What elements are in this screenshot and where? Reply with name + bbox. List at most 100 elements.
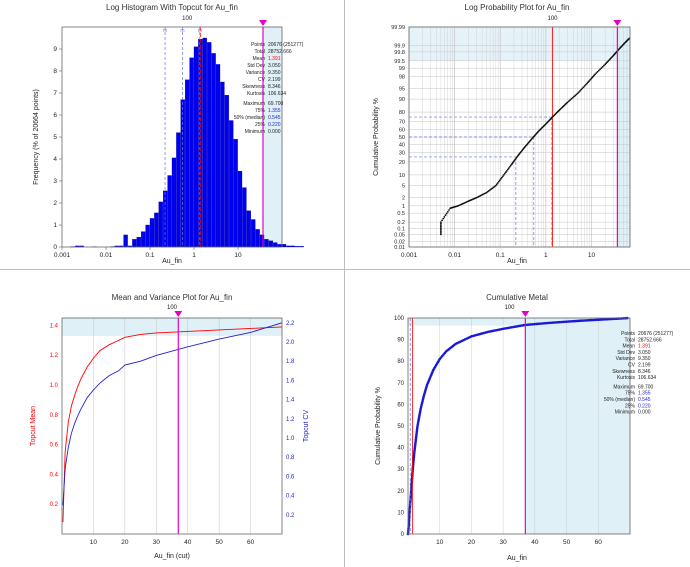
y-tick-label: 99.99 (391, 25, 405, 31)
y2-tick-label: 1.4 (286, 398, 295, 404)
y-tick-label: 0.6 (50, 443, 59, 449)
y-tick-label: 0 (53, 244, 57, 251)
stat-label: Minimum (245, 129, 265, 135)
histogram-bar (154, 212, 159, 248)
stat-value: 2.199 (268, 77, 281, 83)
x-tick-label: 20 (121, 539, 129, 546)
y-tick-label: 1.0 (50, 383, 59, 389)
probability-point (502, 174, 505, 176)
y-tick-label: 40 (397, 446, 404, 452)
y-tick-label: 7 (53, 90, 57, 97)
probability-point (500, 176, 503, 179)
stat-value: 0.545 (638, 397, 651, 403)
quartile-marker-letter: m (198, 28, 202, 34)
x-tick-label: 30 (153, 539, 161, 546)
stat-label: Mean (252, 56, 265, 62)
histogram-bar (189, 57, 194, 248)
stat-label: Mean (622, 344, 635, 350)
stat-label: CV (258, 77, 266, 83)
probability-point (509, 164, 512, 167)
x-tick-label: 1 (544, 252, 548, 259)
log-probability-panel: 0.01 0.02 0.05 0.1 0.2 0.5 1 2 5 10 20 30 40 50 60 70 80… (345, 0, 690, 270)
probability-point (439, 231, 442, 234)
stat-value: 3.050 (268, 63, 281, 69)
x-tick-label: 50 (216, 539, 224, 546)
probability-point (575, 93, 578, 96)
probability-point (577, 91, 580, 94)
topcut-label: 100 (504, 305, 515, 311)
probability-point (504, 171, 507, 174)
probability-point (445, 212, 448, 215)
y-tick-label: 5 (402, 184, 405, 190)
y-tick-label: 10 (399, 173, 405, 179)
histogram-bar (185, 79, 190, 248)
stat-label: Total (254, 49, 265, 55)
stat-value: 1.391 (638, 344, 651, 350)
x-axis-label: Au_fin (507, 258, 527, 265)
y-tick-label: 0.2 (397, 220, 405, 226)
probability-point (439, 224, 442, 227)
probability-point (579, 89, 581, 92)
stat-value: 0.220 (268, 122, 281, 128)
chart-title: Log Histogram With Topcut for Au_fin (106, 3, 238, 12)
y-tick-label: 99 (399, 66, 405, 72)
y-tick-label: 30 (397, 467, 404, 473)
histogram-bar (242, 187, 247, 248)
histogram-bar (207, 42, 212, 248)
y-tick-label: 20 (399, 160, 405, 166)
histogram-bar (123, 234, 128, 248)
probability-point (573, 95, 575, 98)
y2-tick-label: 1.0 (286, 436, 295, 442)
stat-label: 75% (255, 108, 266, 114)
topcut-marker (613, 20, 622, 26)
histogram-bar (211, 53, 216, 248)
topcut-label: 100 (182, 16, 193, 22)
y-tick-label: 0 (401, 532, 405, 538)
stat-label: Variance (616, 356, 636, 362)
chart-title: Mean and Variance Plot for Au_fin (112, 293, 233, 302)
x-tick-label: 10 (436, 539, 444, 546)
probability-point (448, 209, 450, 211)
x-tick-label: 0.1 (145, 252, 154, 259)
probability-point (499, 178, 502, 180)
x-tick-label: 40 (184, 539, 192, 546)
probability-point (439, 225, 442, 228)
stat-label: Maximum (243, 101, 265, 107)
probability-point (601, 65, 604, 68)
stat-label: Std Dev (617, 350, 635, 356)
y-tick-label: 100 (394, 316, 405, 322)
probability-point (439, 222, 442, 225)
y2-tick-label: 0.4 (286, 494, 295, 500)
y2-tick-label: 1.6 (286, 378, 295, 384)
cumulative-metal-panel: 10 20 30 40 50 60 0 10 20 30 40 50 60 70 80 90 100 100 Cum… (345, 270, 690, 567)
series-line (62, 326, 283, 523)
stat-value: 3.050 (638, 350, 651, 356)
probability-point (503, 172, 506, 175)
y-tick-label: 1.2 (50, 353, 59, 359)
y-tick-label: 4 (53, 156, 57, 163)
y-tick-label: 99.5 (394, 59, 405, 65)
y-tick-label: 0.01 (394, 245, 405, 251)
probability-point (574, 94, 577, 97)
y-tick-label: 98 (399, 74, 405, 80)
histogram-bar (132, 239, 137, 248)
y2-tick-label: 2.2 (286, 321, 295, 327)
probability-point (501, 175, 504, 178)
stat-value: 9.350 (268, 70, 281, 76)
y-tick-label: 1 (402, 204, 405, 210)
series-line (62, 322, 283, 506)
stat-label: 25% (255, 122, 266, 128)
cumulative-point (407, 520, 411, 523)
probability-point (439, 233, 442, 236)
y2-tick-label: 0.6 (286, 474, 295, 480)
topcut-marker (174, 311, 183, 317)
y-tick-label: 80 (399, 110, 405, 116)
probability-point (584, 83, 587, 86)
y-tick-label: 0.2 (50, 502, 59, 508)
probability-point (570, 98, 573, 100)
probability-point (597, 69, 600, 72)
stat-value: 0.000 (638, 410, 651, 416)
log-histogram-panel: m m m 100 0.001 0.01 0.1 1 10 0 1 2 3 4 5 6 7 8 9 Log Histo… (0, 0, 345, 270)
histogram-bar (251, 219, 256, 248)
